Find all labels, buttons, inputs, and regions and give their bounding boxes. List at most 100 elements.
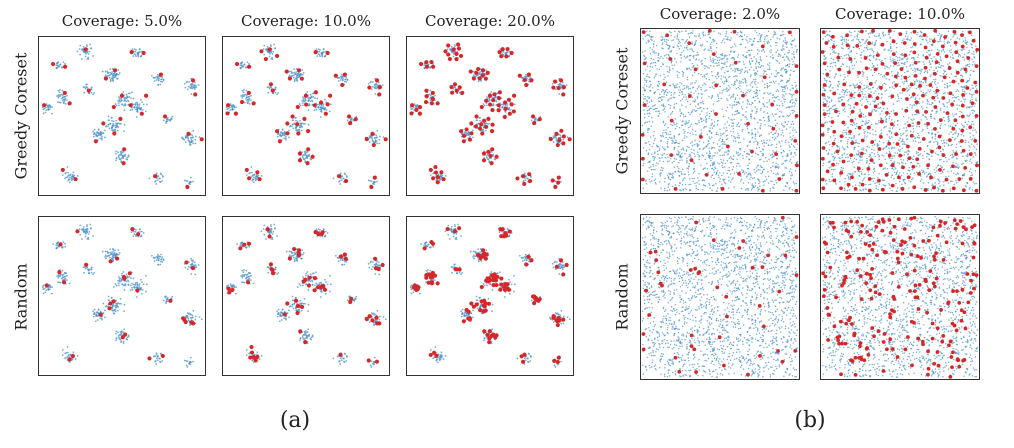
data-point bbox=[719, 133, 722, 135]
data-point bbox=[300, 122, 303, 125]
data-point bbox=[293, 251, 296, 254]
data-point bbox=[523, 255, 526, 258]
data-point bbox=[96, 131, 98, 134]
data-point bbox=[250, 166, 253, 168]
data-point bbox=[273, 43, 275, 46]
data-point bbox=[344, 78, 347, 80]
data-point bbox=[562, 322, 565, 325]
selected-point bbox=[555, 359, 560, 365]
data-point bbox=[649, 65, 652, 68]
data-point bbox=[189, 176, 192, 179]
data-point bbox=[65, 171, 67, 174]
data-point bbox=[311, 92, 314, 95]
data-point bbox=[686, 167, 688, 170]
data-point bbox=[188, 312, 191, 315]
data-point bbox=[698, 158, 700, 161]
data-point bbox=[659, 93, 661, 96]
data-point bbox=[120, 279, 123, 282]
selected-point bbox=[522, 181, 527, 187]
data-point bbox=[107, 125, 109, 128]
data-point bbox=[240, 241, 243, 244]
data-point bbox=[378, 135, 381, 138]
data-point bbox=[458, 271, 461, 274]
data-point bbox=[276, 273, 278, 276]
selected-point bbox=[267, 234, 272, 239]
data-point bbox=[111, 296, 113, 299]
selected-point bbox=[492, 92, 497, 97]
data-point bbox=[112, 120, 115, 123]
row-label-b-random: Random bbox=[612, 263, 632, 331]
data-point bbox=[111, 129, 114, 132]
data-point bbox=[67, 171, 69, 174]
data-point bbox=[479, 116, 481, 119]
selected-point bbox=[184, 260, 189, 265]
selected-point bbox=[457, 85, 462, 90]
data-point bbox=[663, 189, 666, 192]
data-point bbox=[490, 271, 493, 273]
data-point bbox=[525, 258, 528, 261]
data-point bbox=[295, 307, 297, 310]
data-point bbox=[47, 288, 50, 291]
selected-point bbox=[454, 51, 459, 56]
data-point bbox=[41, 286, 44, 289]
selected-point bbox=[488, 153, 493, 158]
data-point bbox=[43, 287, 46, 290]
data-point bbox=[279, 315, 282, 317]
selected-point bbox=[486, 301, 492, 306]
selected-points-series bbox=[42, 47, 204, 190]
data-point bbox=[108, 119, 111, 122]
data-point bbox=[159, 352, 162, 355]
data-point bbox=[741, 38, 744, 41]
data-point bbox=[769, 85, 771, 87]
data-point bbox=[135, 48, 137, 51]
data-point bbox=[736, 80, 739, 82]
data-point bbox=[790, 174, 792, 177]
data-point bbox=[486, 96, 488, 98]
selected-point bbox=[255, 354, 260, 360]
data-point bbox=[283, 132, 286, 135]
data-point bbox=[263, 53, 266, 56]
data-point bbox=[303, 150, 306, 153]
data-point bbox=[245, 174, 248, 176]
data-point bbox=[252, 361, 255, 364]
data-point bbox=[189, 137, 192, 139]
data-point bbox=[90, 266, 93, 269]
selected-point bbox=[75, 229, 80, 234]
data-point bbox=[716, 59, 719, 62]
data-point bbox=[307, 310, 309, 312]
selected-point bbox=[454, 267, 459, 272]
data-point bbox=[483, 339, 485, 342]
data-point bbox=[756, 93, 758, 95]
data-point bbox=[274, 47, 276, 50]
data-point bbox=[189, 183, 191, 186]
data-point bbox=[132, 283, 135, 286]
selected-point bbox=[464, 127, 469, 132]
data-point bbox=[162, 299, 165, 302]
data-point bbox=[280, 319, 283, 321]
data-point bbox=[62, 61, 65, 63]
data-point bbox=[49, 106, 52, 109]
data-point bbox=[669, 51, 671, 53]
data-point bbox=[134, 233, 137, 236]
selected-point bbox=[113, 68, 118, 73]
data-point bbox=[192, 309, 195, 312]
data-point bbox=[159, 263, 162, 266]
data-point bbox=[777, 95, 779, 98]
data-point bbox=[486, 154, 489, 156]
data-point bbox=[94, 320, 97, 323]
data-point bbox=[87, 236, 90, 239]
data-point bbox=[106, 70, 109, 73]
selected-point bbox=[474, 302, 479, 307]
data-point bbox=[501, 106, 504, 109]
data-point bbox=[159, 177, 161, 180]
data-point bbox=[682, 88, 684, 90]
selected-point bbox=[506, 287, 512, 292]
data-point bbox=[138, 283, 141, 286]
data-point bbox=[311, 100, 314, 103]
data-point bbox=[229, 104, 232, 107]
data-point bbox=[88, 50, 91, 53]
data-point bbox=[263, 224, 266, 227]
data-point bbox=[43, 107, 46, 110]
data-point bbox=[317, 228, 320, 231]
data-point bbox=[241, 64, 243, 67]
